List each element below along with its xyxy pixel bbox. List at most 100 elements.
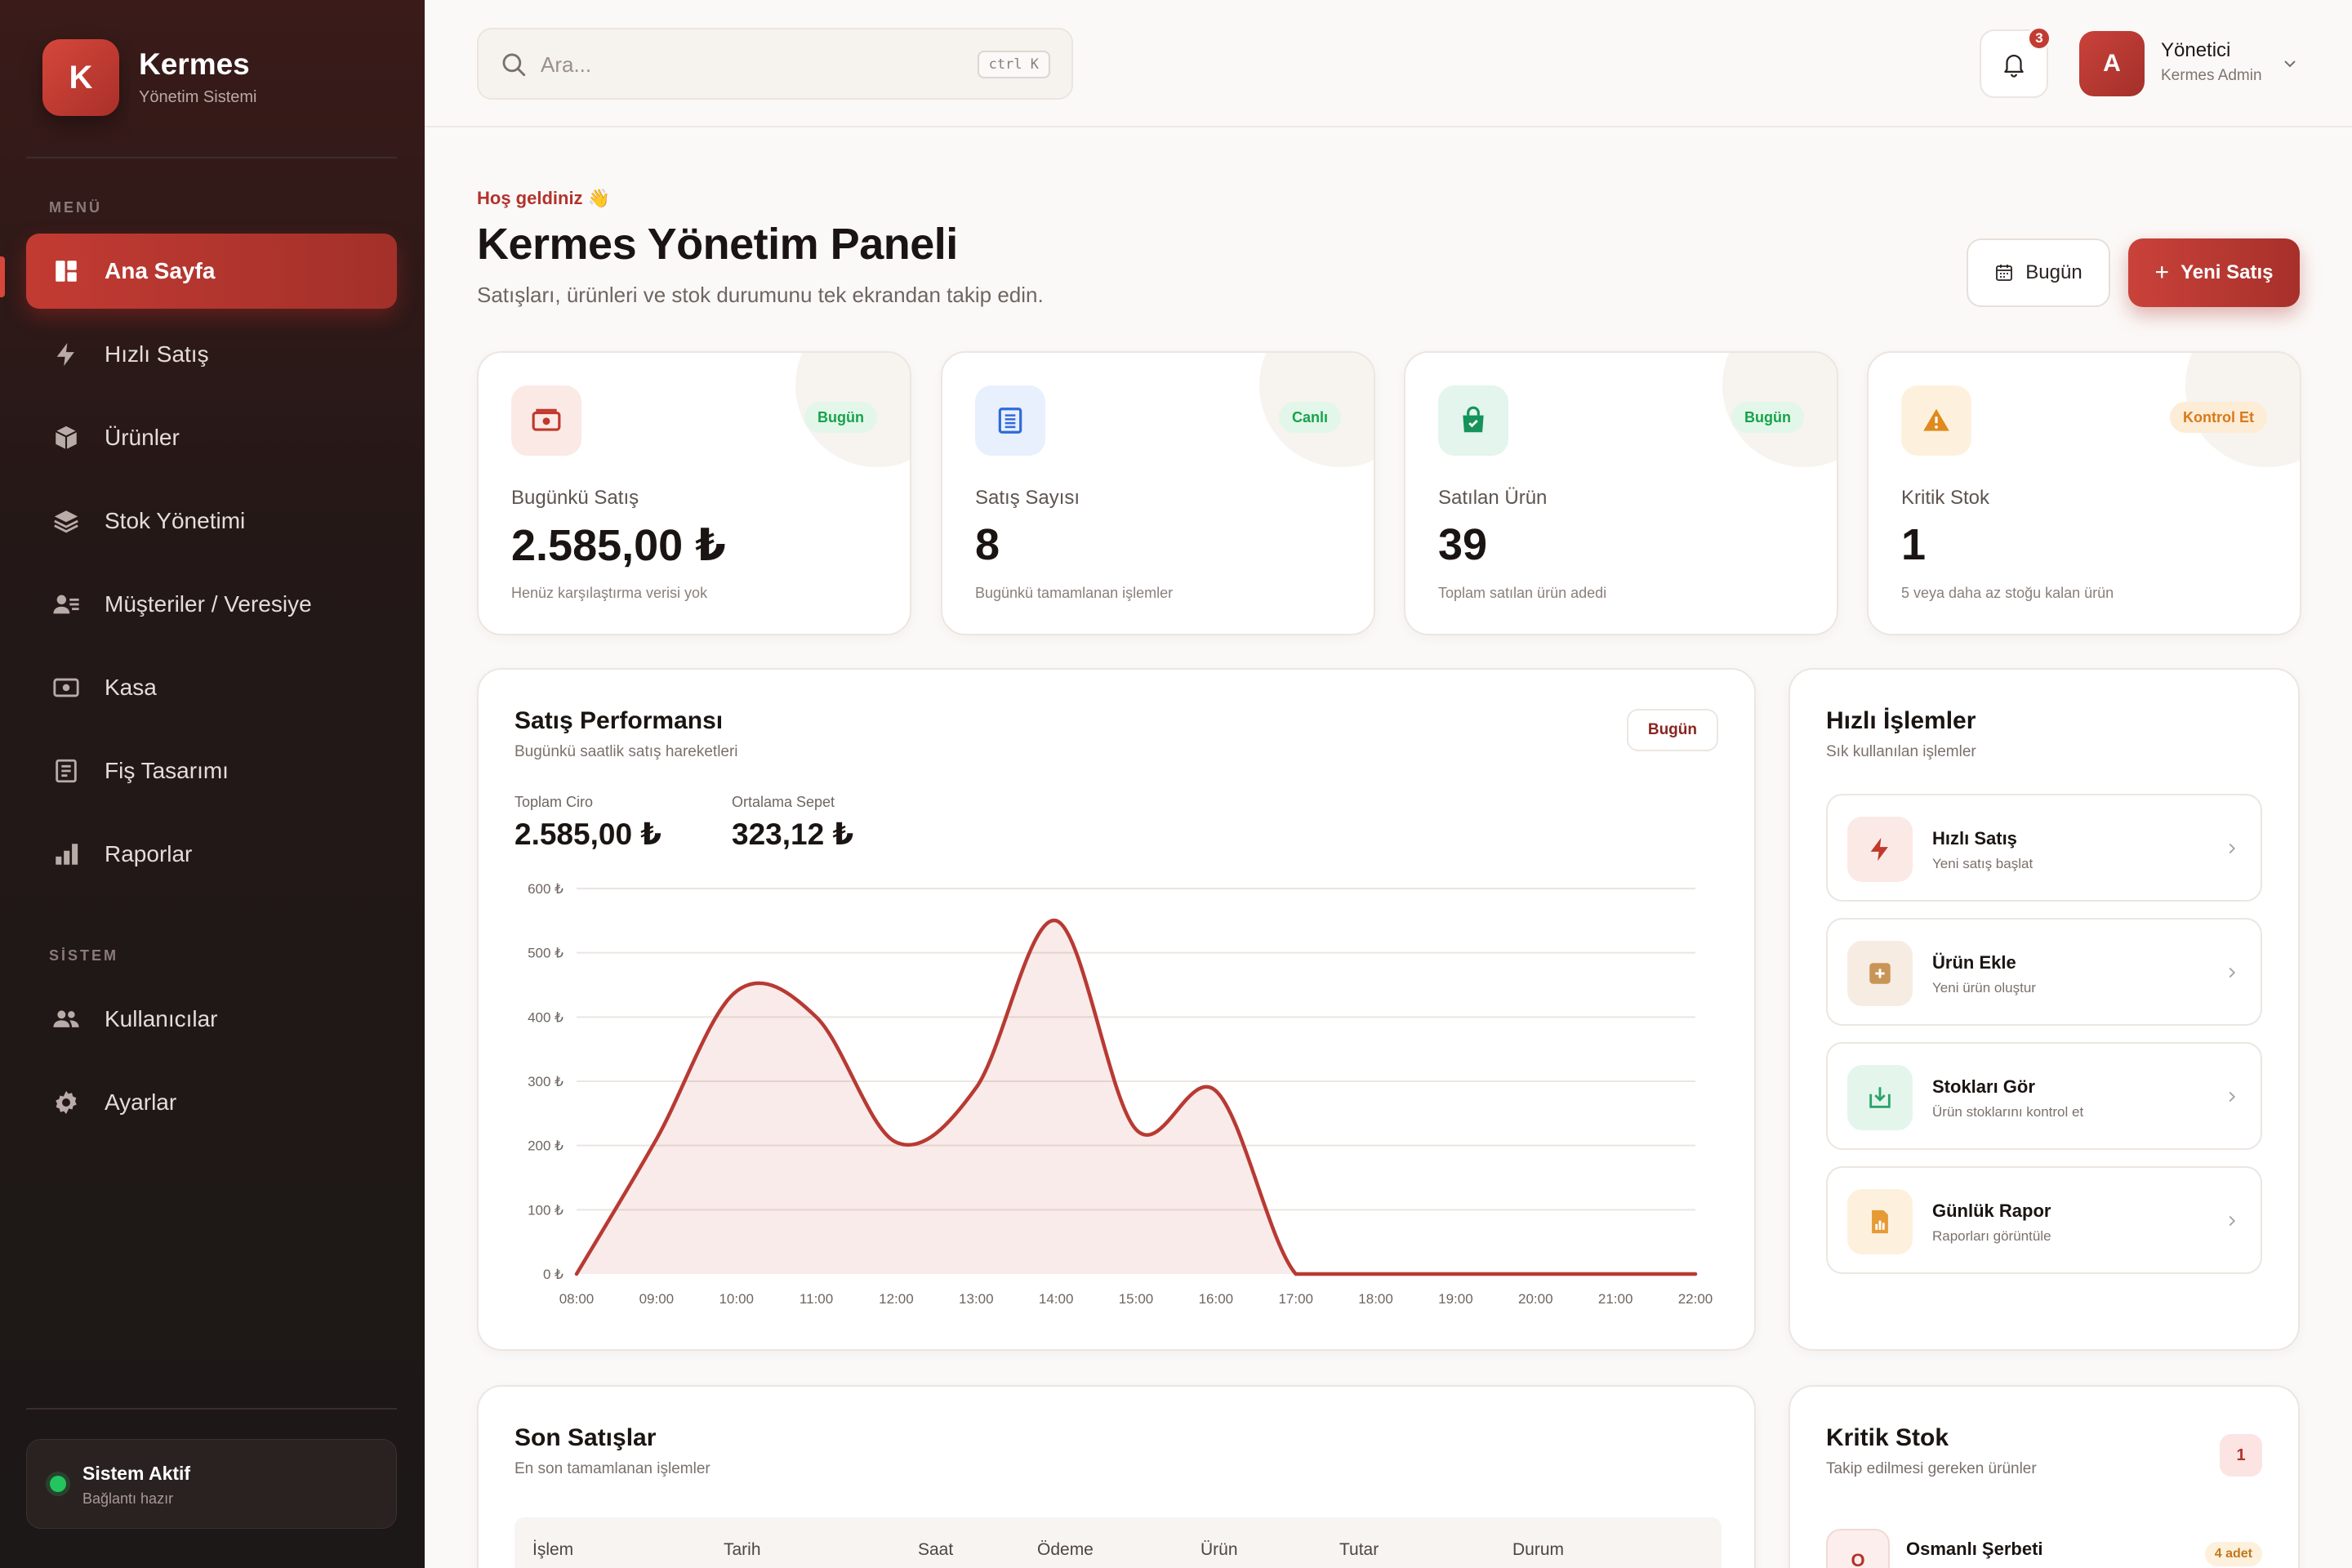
sidebar-item-musteriler[interactable]: Müşteriler / Veresiye: [26, 567, 397, 642]
gear-icon: [52, 1089, 80, 1116]
status-badge[interactable]: Kontrol Et: [2170, 402, 2267, 433]
add-box-icon: [1847, 941, 1913, 1006]
metric-label: Ortalama Sepet: [732, 794, 835, 810]
stat-label: Kritik Stok: [1901, 487, 1990, 509]
active-indicator: [0, 256, 5, 297]
sidebar-item-label: Stok Yönetimi: [105, 508, 246, 533]
stat-card-critical-stock: Kontrol Et Kritik Stok 1 5 veya daha az …: [1867, 351, 2301, 635]
card-title: Kritik Stok: [1826, 1424, 1949, 1451]
brand-subtitle: Yönetim Sistemi: [139, 88, 257, 106]
document-icon: [975, 385, 1045, 456]
quick-action-title: Ürün Ekle: [1932, 952, 2016, 973]
status-subtitle: Bağlantı hazır: [82, 1490, 174, 1507]
status-badge: Canlı: [1278, 402, 1341, 433]
sidebar-item-kullanicilar[interactable]: Kullanıcılar: [26, 982, 397, 1057]
user-name[interactable]: Yönetici: [2161, 39, 2231, 61]
critical-count-badge: 1: [2220, 1434, 2262, 1477]
menu-section-title: MENÜ: [49, 199, 102, 216]
new-sale-button-label: Yeni Satış: [2180, 261, 2274, 283]
card-title: Satış Performansı: [514, 707, 724, 734]
column-header[interactable]: İşlem: [532, 1540, 574, 1559]
metric-value: 2.585,00 ₺: [514, 817, 662, 851]
y-tick-label: 100 ₺: [528, 1202, 564, 1218]
column-header[interactable]: Saat: [918, 1540, 954, 1559]
x-tick-label: 13:00: [959, 1291, 994, 1307]
chevron-right-icon: [2229, 843, 2236, 854]
x-tick-label: 15:00: [1119, 1291, 1154, 1307]
stat-card-today-sales: Bugün Bugünkü Satış 2.585,00 ₺ Henüz kar…: [477, 351, 911, 635]
sidebar-item-urunler[interactable]: Ürünler: [26, 400, 397, 475]
quick-action-gunluk-rapor[interactable]: Günlük Rapor Raporları görüntüle: [1826, 1166, 2262, 1274]
sidebar: K Kermes Yönetim Sistemi MENÜ Ana Sayfa …: [0, 0, 425, 1568]
period-filter-button[interactable]: Bugün: [1626, 709, 1718, 751]
quick-action-subtitle: Raporları görüntüle: [1932, 1228, 2051, 1244]
product-name[interactable]: Osmanlı Şerbeti: [1906, 1539, 2043, 1559]
stat-value: 1: [1901, 520, 1927, 569]
system-status-card: Sistem Aktif Bağlantı hazır: [26, 1439, 397, 1529]
sidebar-item-fis-tasarimi[interactable]: Fiş Tasarımı: [26, 733, 397, 808]
system-section-title: SİSTEM: [49, 947, 119, 964]
sales-area-chart: 0 ₺ 100 ₺ 200 ₺ 300 ₺ 400 ₺ 500 ₺ 600 ₺ 08:00 09…: [528, 881, 1713, 1307]
sidebar-item-ana-sayfa[interactable]: Ana Sayfa: [26, 234, 397, 309]
download-box-icon: [1847, 1065, 1913, 1130]
product-initial: O: [1826, 1529, 1890, 1568]
customer-list-icon: [52, 590, 80, 618]
bar-chart-icon: [52, 840, 80, 868]
critical-stock-card: Kritik Stok Takip edilmesi gereken ürünl…: [1788, 1385, 2300, 1568]
users-icon: [52, 1005, 80, 1033]
stat-note: Henüz karşılaştırma verisi yok: [511, 585, 708, 601]
dashboard-icon: [52, 257, 80, 285]
card-title: Son Satışlar: [514, 1424, 657, 1451]
brand-logo[interactable]: K: [42, 39, 119, 116]
sidebar-item-label: Hızlı Satış: [105, 341, 209, 367]
sidebar-item-kasa[interactable]: Kasa: [26, 650, 397, 725]
column-header[interactable]: Durum: [1512, 1540, 1565, 1559]
notification-count-badge: 3: [2027, 26, 2051, 51]
plus-icon: +: [2154, 259, 2170, 286]
x-tick-label: 18:00: [1358, 1291, 1393, 1307]
card-subtitle: Bugünkü saatlik satış hareketleri: [514, 743, 738, 760]
search-input[interactable]: Ara... ctrl K: [477, 28, 1073, 100]
sidebar-item-stok-yonetimi[interactable]: Stok Yönetimi: [26, 483, 397, 559]
card-subtitle: Sık kullanılan işlemler: [1826, 743, 1976, 760]
status-badge: Bugün: [804, 402, 877, 433]
recent-sales-card: Son Satışlar En son tamamlanan işlemler …: [477, 1385, 1756, 1568]
column-header[interactable]: Tutar: [1339, 1540, 1379, 1559]
stat-label: Satış Sayısı: [975, 487, 1080, 509]
quick-action-hizli-satis[interactable]: Hızlı Satış Yeni satış başlat: [1826, 794, 2262, 902]
today-button-label: Bugün: [2025, 261, 2082, 283]
avatar[interactable]: A: [2079, 31, 2145, 96]
brand-name: Kermes: [139, 47, 250, 81]
quick-action-subtitle: Yeni satış başlat: [1932, 856, 2034, 871]
metric-label: Toplam Ciro: [514, 794, 594, 810]
new-sale-button[interactable]: + Yeni Satış: [2128, 238, 2300, 307]
quick-action-title: Stokları Gör: [1932, 1076, 2035, 1097]
layers-icon: [52, 507, 80, 535]
search-shortcut: ctrl K: [977, 51, 1050, 78]
quick-action-subtitle: Ürün stoklarını kontrol et: [1932, 1104, 2084, 1120]
quick-action-urun-ekle[interactable]: Ürün Ekle Yeni ürün oluştur: [1826, 918, 2262, 1026]
x-tick-label: 16:00: [1199, 1291, 1234, 1307]
x-tick-label: 11:00: [800, 1291, 833, 1307]
status-title: Sistem Aktif: [82, 1463, 191, 1484]
column-header[interactable]: Ürün: [1200, 1540, 1238, 1559]
sidebar-item-ayarlar[interactable]: Ayarlar: [26, 1065, 397, 1140]
quick-action-stoklari-gor[interactable]: Stokları Gör Ürün stoklarını kontrol et: [1826, 1042, 2262, 1150]
column-header[interactable]: Tarih: [724, 1540, 761, 1559]
y-tick-label: 400 ₺: [528, 1009, 564, 1025]
today-button[interactable]: Bugün: [1967, 238, 2110, 307]
chevron-down-icon[interactable]: [2280, 54, 2300, 74]
calendar-icon: [1996, 265, 2013, 281]
chart-area-fill: [577, 920, 1695, 1274]
y-tick-label: 600 ₺: [528, 881, 564, 897]
cash-icon: [52, 674, 80, 702]
column-header[interactable]: Ödeme: [1037, 1540, 1094, 1559]
receipt-icon: [52, 757, 80, 785]
x-tick-label: 22:00: [1678, 1291, 1713, 1307]
card-title: Hızlı İşlemler: [1826, 707, 1976, 734]
sidebar-item-hizli-satis[interactable]: Hızlı Satış: [26, 317, 397, 392]
sidebar-item-label: Kullanıcılar: [105, 1006, 218, 1031]
sidebar-item-raporlar[interactable]: Raporlar: [26, 817, 397, 892]
x-tick-label: 19:00: [1438, 1291, 1473, 1307]
x-tick-label: 20:00: [1518, 1291, 1553, 1307]
